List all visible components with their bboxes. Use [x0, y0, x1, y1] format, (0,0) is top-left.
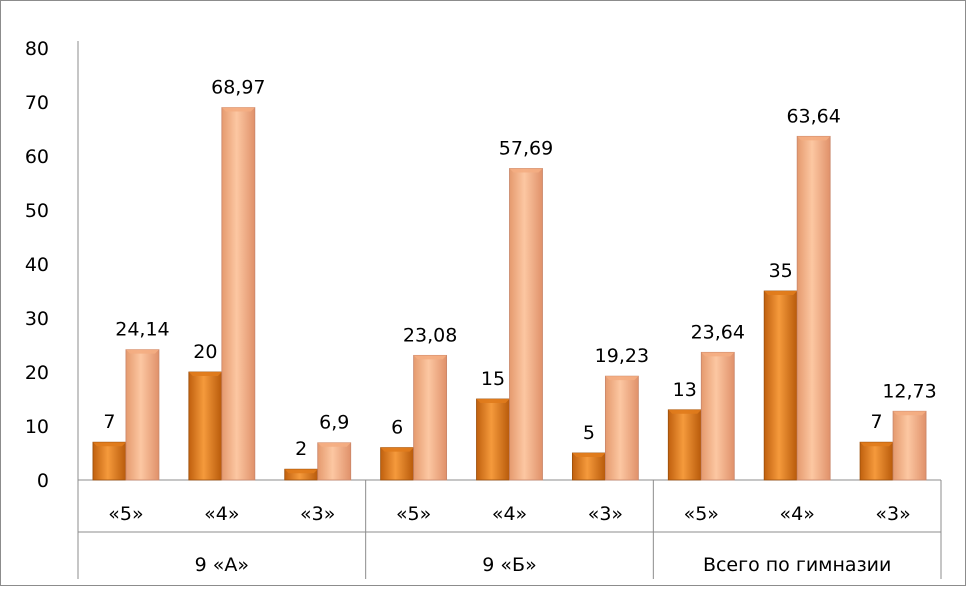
- y-tick-label: 40: [25, 254, 49, 276]
- data-label: 63,64: [786, 105, 840, 127]
- subcategory-label: «4»: [204, 503, 239, 525]
- data-label: 20: [193, 341, 217, 363]
- y-tick-label: 60: [25, 146, 49, 168]
- bar-cap: [188, 372, 222, 376]
- bar-cap: [572, 453, 606, 457]
- bar-cap: [221, 107, 255, 112]
- data-label: 23,08: [403, 324, 457, 346]
- bar: [317, 442, 352, 481]
- bar: [221, 107, 256, 481]
- data-label: 35: [769, 260, 793, 282]
- y-tick-label: 50: [25, 200, 49, 222]
- subcategory-label: «4»: [779, 503, 814, 525]
- bar-cap: [284, 469, 318, 474]
- group-label: 9 «Б»: [482, 554, 536, 576]
- bar-cap: [797, 136, 831, 141]
- bar: [859, 441, 894, 481]
- bar: [125, 349, 160, 481]
- bar: [380, 447, 415, 481]
- y-tick-label: 10: [25, 416, 49, 438]
- subcategory-label: «3»: [588, 503, 623, 525]
- data-label: 68,97: [211, 77, 265, 99]
- data-label: 6,9: [319, 412, 349, 434]
- y-tick-label: 30: [25, 308, 49, 330]
- bar: [892, 410, 927, 481]
- bar-cap: [380, 447, 414, 452]
- bar: [604, 375, 639, 481]
- bar: [667, 409, 702, 481]
- bar-cap: [764, 291, 798, 295]
- subcategory-label: «3»: [300, 503, 335, 525]
- labels: 0 10 20 30 40 50 60 70 80 «5» «4» «3» «5» «4» «3» «5» «4…: [25, 38, 937, 576]
- data-label: 19,23: [595, 345, 649, 367]
- group-label: Всего по гимназии: [703, 554, 891, 576]
- data-label: 7: [103, 411, 115, 433]
- data-label: 24,14: [115, 319, 169, 341]
- bar-cap: [860, 442, 894, 447]
- data-label: 57,69: [499, 137, 553, 159]
- bar-cap: [701, 352, 735, 357]
- bar-cap: [668, 409, 702, 414]
- subcategory-label: «5»: [684, 503, 719, 525]
- subcategory-label: «5»: [396, 503, 431, 525]
- bar: [476, 398, 510, 481]
- data-label: 6: [391, 417, 403, 439]
- bar-cap: [893, 411, 927, 416]
- data-label: 2: [295, 438, 307, 460]
- bar: [413, 354, 448, 481]
- bar-cap: [476, 399, 510, 403]
- bar-cap: [317, 442, 351, 447]
- subcategory-label: «3»: [875, 503, 910, 525]
- subcategory-label: «4»: [492, 503, 527, 525]
- y-tick-label: 80: [25, 38, 49, 60]
- bar-cap: [509, 168, 543, 173]
- bar: [796, 135, 831, 481]
- bar-cap: [92, 442, 126, 447]
- data-label: 7: [871, 411, 883, 433]
- bar: [763, 290, 798, 481]
- y-tick-label: 70: [25, 92, 49, 114]
- bar: [571, 452, 606, 481]
- y-tick-label: 20: [25, 362, 49, 384]
- data-label: 12,73: [882, 380, 936, 402]
- data-label: 13: [673, 379, 697, 401]
- bar: [188, 371, 223, 481]
- group-label: 9 «А»: [195, 554, 249, 576]
- y-tick-label: 0: [37, 470, 49, 492]
- data-label: 23,64: [691, 321, 745, 343]
- bar-cap: [605, 376, 639, 381]
- bar-cap: [125, 349, 159, 354]
- bars: [92, 107, 927, 481]
- bar: [700, 351, 735, 481]
- bar: [509, 168, 543, 481]
- data-label: 5: [583, 422, 595, 444]
- bar-cap: [413, 355, 447, 360]
- data-label: 15: [481, 368, 505, 390]
- bar: [92, 441, 127, 481]
- subcategory-label: «5»: [108, 503, 143, 525]
